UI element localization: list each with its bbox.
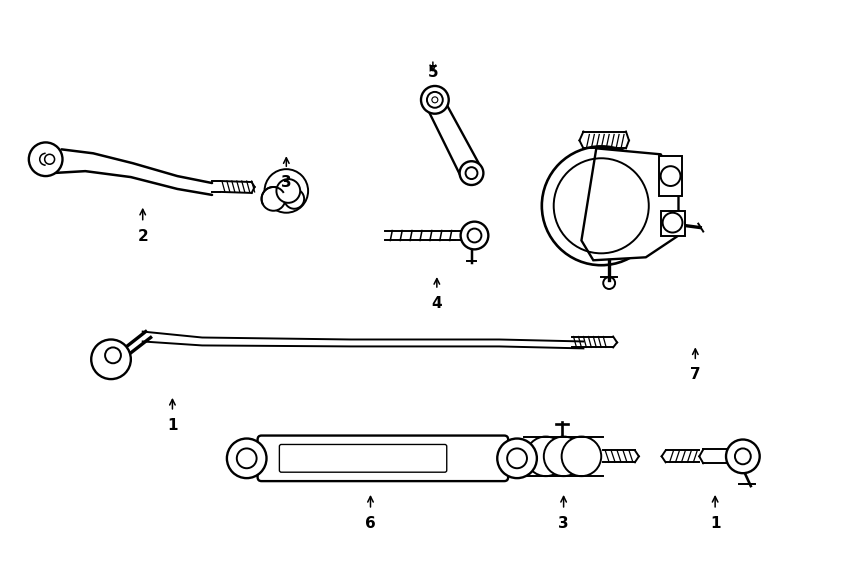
Circle shape (29, 143, 62, 176)
Circle shape (264, 169, 308, 213)
Text: 2: 2 (137, 229, 148, 244)
Circle shape (276, 179, 301, 203)
Circle shape (226, 439, 267, 478)
Text: 1: 1 (168, 417, 178, 433)
Text: 3: 3 (281, 175, 291, 190)
Circle shape (285, 189, 304, 209)
Text: 6: 6 (365, 516, 376, 531)
Polygon shape (658, 156, 683, 196)
FancyBboxPatch shape (258, 435, 509, 481)
Circle shape (526, 436, 566, 476)
Circle shape (421, 86, 449, 114)
Polygon shape (582, 148, 679, 260)
Text: 4: 4 (432, 296, 442, 311)
Circle shape (498, 439, 537, 478)
Polygon shape (427, 105, 482, 178)
Circle shape (544, 436, 584, 476)
Polygon shape (661, 211, 685, 236)
Text: 5: 5 (428, 65, 438, 80)
FancyBboxPatch shape (280, 444, 447, 472)
Circle shape (460, 161, 483, 185)
Circle shape (562, 436, 601, 476)
Circle shape (262, 187, 285, 211)
Circle shape (726, 439, 759, 473)
Circle shape (541, 147, 661, 265)
Text: 3: 3 (558, 516, 569, 531)
Circle shape (461, 221, 488, 250)
Text: 1: 1 (710, 516, 721, 531)
Text: 7: 7 (690, 367, 701, 382)
Circle shape (91, 339, 131, 379)
